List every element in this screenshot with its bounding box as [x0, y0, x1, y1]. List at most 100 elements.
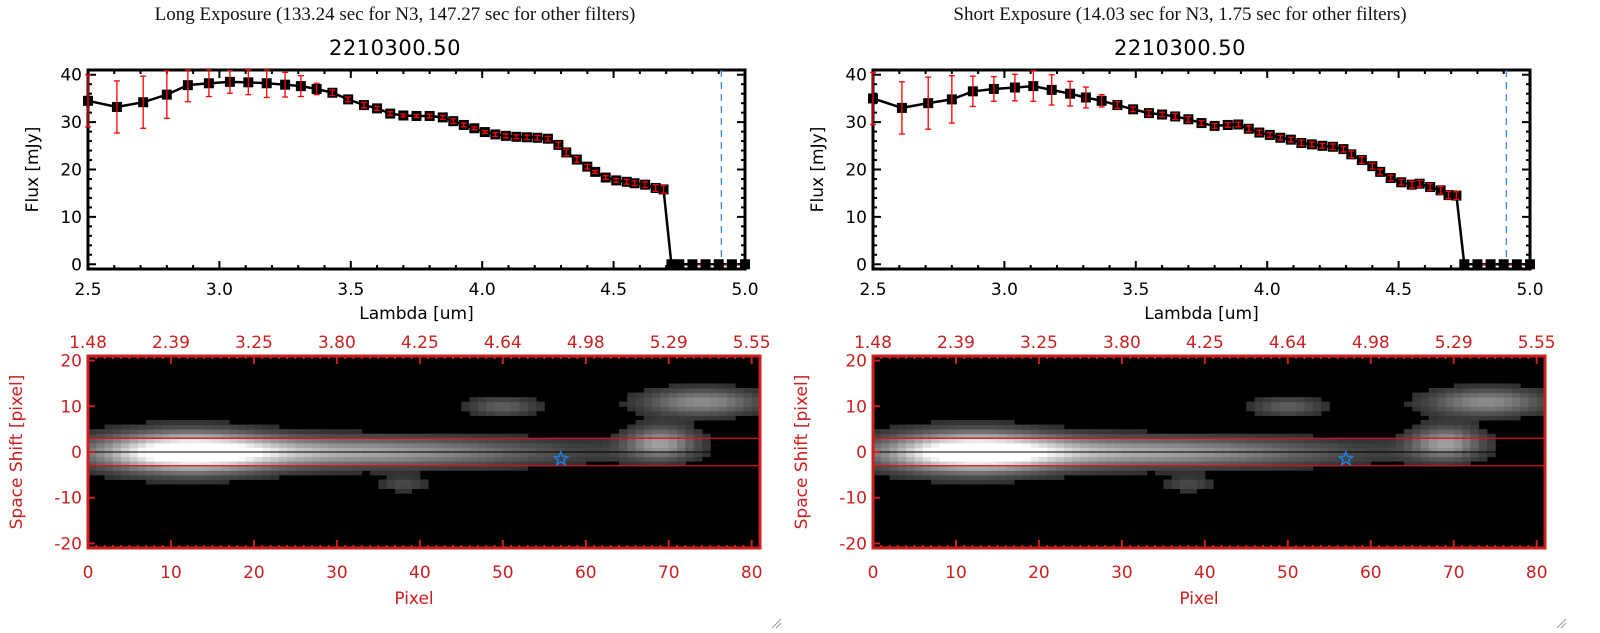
image-pixel: [212, 479, 222, 485]
image-pixel: [1047, 424, 1057, 430]
image-pixel: [947, 438, 957, 444]
image-pixel: [378, 456, 388, 462]
image-pixel: [1279, 433, 1289, 439]
image-pixel: [1271, 401, 1281, 407]
image-pixel: [1138, 447, 1148, 453]
image-pixel: [1445, 401, 1455, 407]
image-pixel: [897, 465, 907, 471]
image-pixel: [652, 410, 661, 416]
image-pixel: [146, 470, 155, 476]
image-pixel: [312, 456, 321, 462]
image-pixel: [162, 442, 172, 448]
image-pixel: [1445, 424, 1455, 430]
image-pixel: [536, 452, 545, 458]
image-pixel: [1321, 401, 1330, 407]
image-pixel: [544, 447, 554, 453]
image-pixel: [1478, 452, 1488, 458]
image-pixel: [146, 442, 155, 448]
image-pixel: [436, 447, 446, 453]
image-pixel: [262, 424, 272, 430]
image-pixel: [627, 406, 637, 412]
image-pixel: [1146, 456, 1156, 462]
image-pixel: [964, 461, 974, 467]
image-pixel: [1304, 442, 1314, 448]
image-pixel: [237, 456, 247, 462]
image-pixel: [154, 424, 164, 430]
image-pixel: [1304, 397, 1314, 403]
image-pixel: [477, 438, 487, 444]
error-bar: [1369, 162, 1376, 170]
image-pixel: [947, 442, 957, 448]
image-pixel: [486, 456, 496, 462]
image-pixel: [939, 447, 949, 453]
image-pixel: [677, 383, 686, 389]
image-pixel: [1511, 401, 1521, 407]
image-pixel: [1312, 447, 1322, 453]
image-pixel: [378, 484, 388, 490]
image-pixel: [1121, 456, 1131, 462]
image-pixel: [897, 461, 907, 467]
error-bar: [400, 113, 407, 118]
image-pixel: [88, 429, 97, 435]
image-pixel: [693, 447, 703, 453]
image-pixel: [1287, 465, 1297, 471]
image-pixel: [635, 438, 645, 444]
image-pixel: [278, 438, 288, 444]
image-pixel: [303, 461, 313, 467]
image-pixel: [1055, 461, 1065, 467]
image-pixel: [881, 442, 891, 448]
data-point: [713, 259, 724, 270]
image-pixel: [906, 474, 915, 480]
resize-grip-icon[interactable]: [770, 614, 782, 629]
image-pixel: [1030, 433, 1040, 439]
image-pixel: [494, 397, 504, 403]
top-axis-tick-label: 1.48: [69, 333, 107, 353]
y-tick-label: 0: [71, 443, 82, 463]
image-pixel: [1213, 447, 1222, 453]
image-pixel: [1063, 433, 1073, 439]
image-pixel: [1403, 401, 1413, 407]
image-pixel: [1420, 433, 1430, 439]
error-bar: [1427, 183, 1434, 191]
image-pixel: [1221, 447, 1231, 453]
image-pixel: [618, 438, 628, 444]
image-pixel: [477, 456, 487, 462]
error-bar: [1211, 122, 1218, 129]
image-pixel: [922, 465, 932, 471]
image-pixel: [378, 452, 388, 458]
image-pixel: [1221, 456, 1231, 462]
image-pixel: [1155, 442, 1164, 448]
image-pixel: [1503, 383, 1513, 389]
image-pixel: [229, 456, 238, 462]
image-pixel: [1379, 438, 1388, 444]
image-pixel: [1462, 401, 1471, 407]
long-object-title: 2210300.50: [329, 36, 461, 60]
image-pixel: [1188, 465, 1198, 471]
image-pixel: [1080, 452, 1090, 458]
image-pixel: [253, 470, 263, 476]
image-pixel: [1163, 456, 1173, 462]
image-pixel: [751, 406, 761, 412]
image-pixel: [1047, 433, 1057, 439]
image-pixel: [146, 456, 155, 462]
top-axis-tick-label: 2.39: [937, 333, 975, 353]
image-pixel: [1254, 442, 1264, 448]
image-pixel: [453, 461, 462, 467]
x-tick-label: 10: [160, 563, 182, 583]
error-bar: [1130, 106, 1137, 113]
image-pixel: [1312, 406, 1322, 412]
image-pixel: [1462, 388, 1471, 394]
image-pixel: [685, 392, 695, 398]
image-pixel: [1254, 461, 1264, 467]
resize-grip-icon[interactable]: [1555, 614, 1567, 629]
image-pixel: [1287, 456, 1297, 462]
image-pixel: [1196, 442, 1206, 448]
error-bar: [374, 105, 381, 111]
image-pixel: [1188, 452, 1198, 458]
image-pixel: [204, 433, 213, 439]
image-pixel: [1246, 401, 1256, 407]
image-pixel: [469, 397, 479, 403]
image-pixel: [1395, 456, 1405, 462]
image-pixel: [1055, 433, 1065, 439]
image-pixel: [179, 470, 189, 476]
